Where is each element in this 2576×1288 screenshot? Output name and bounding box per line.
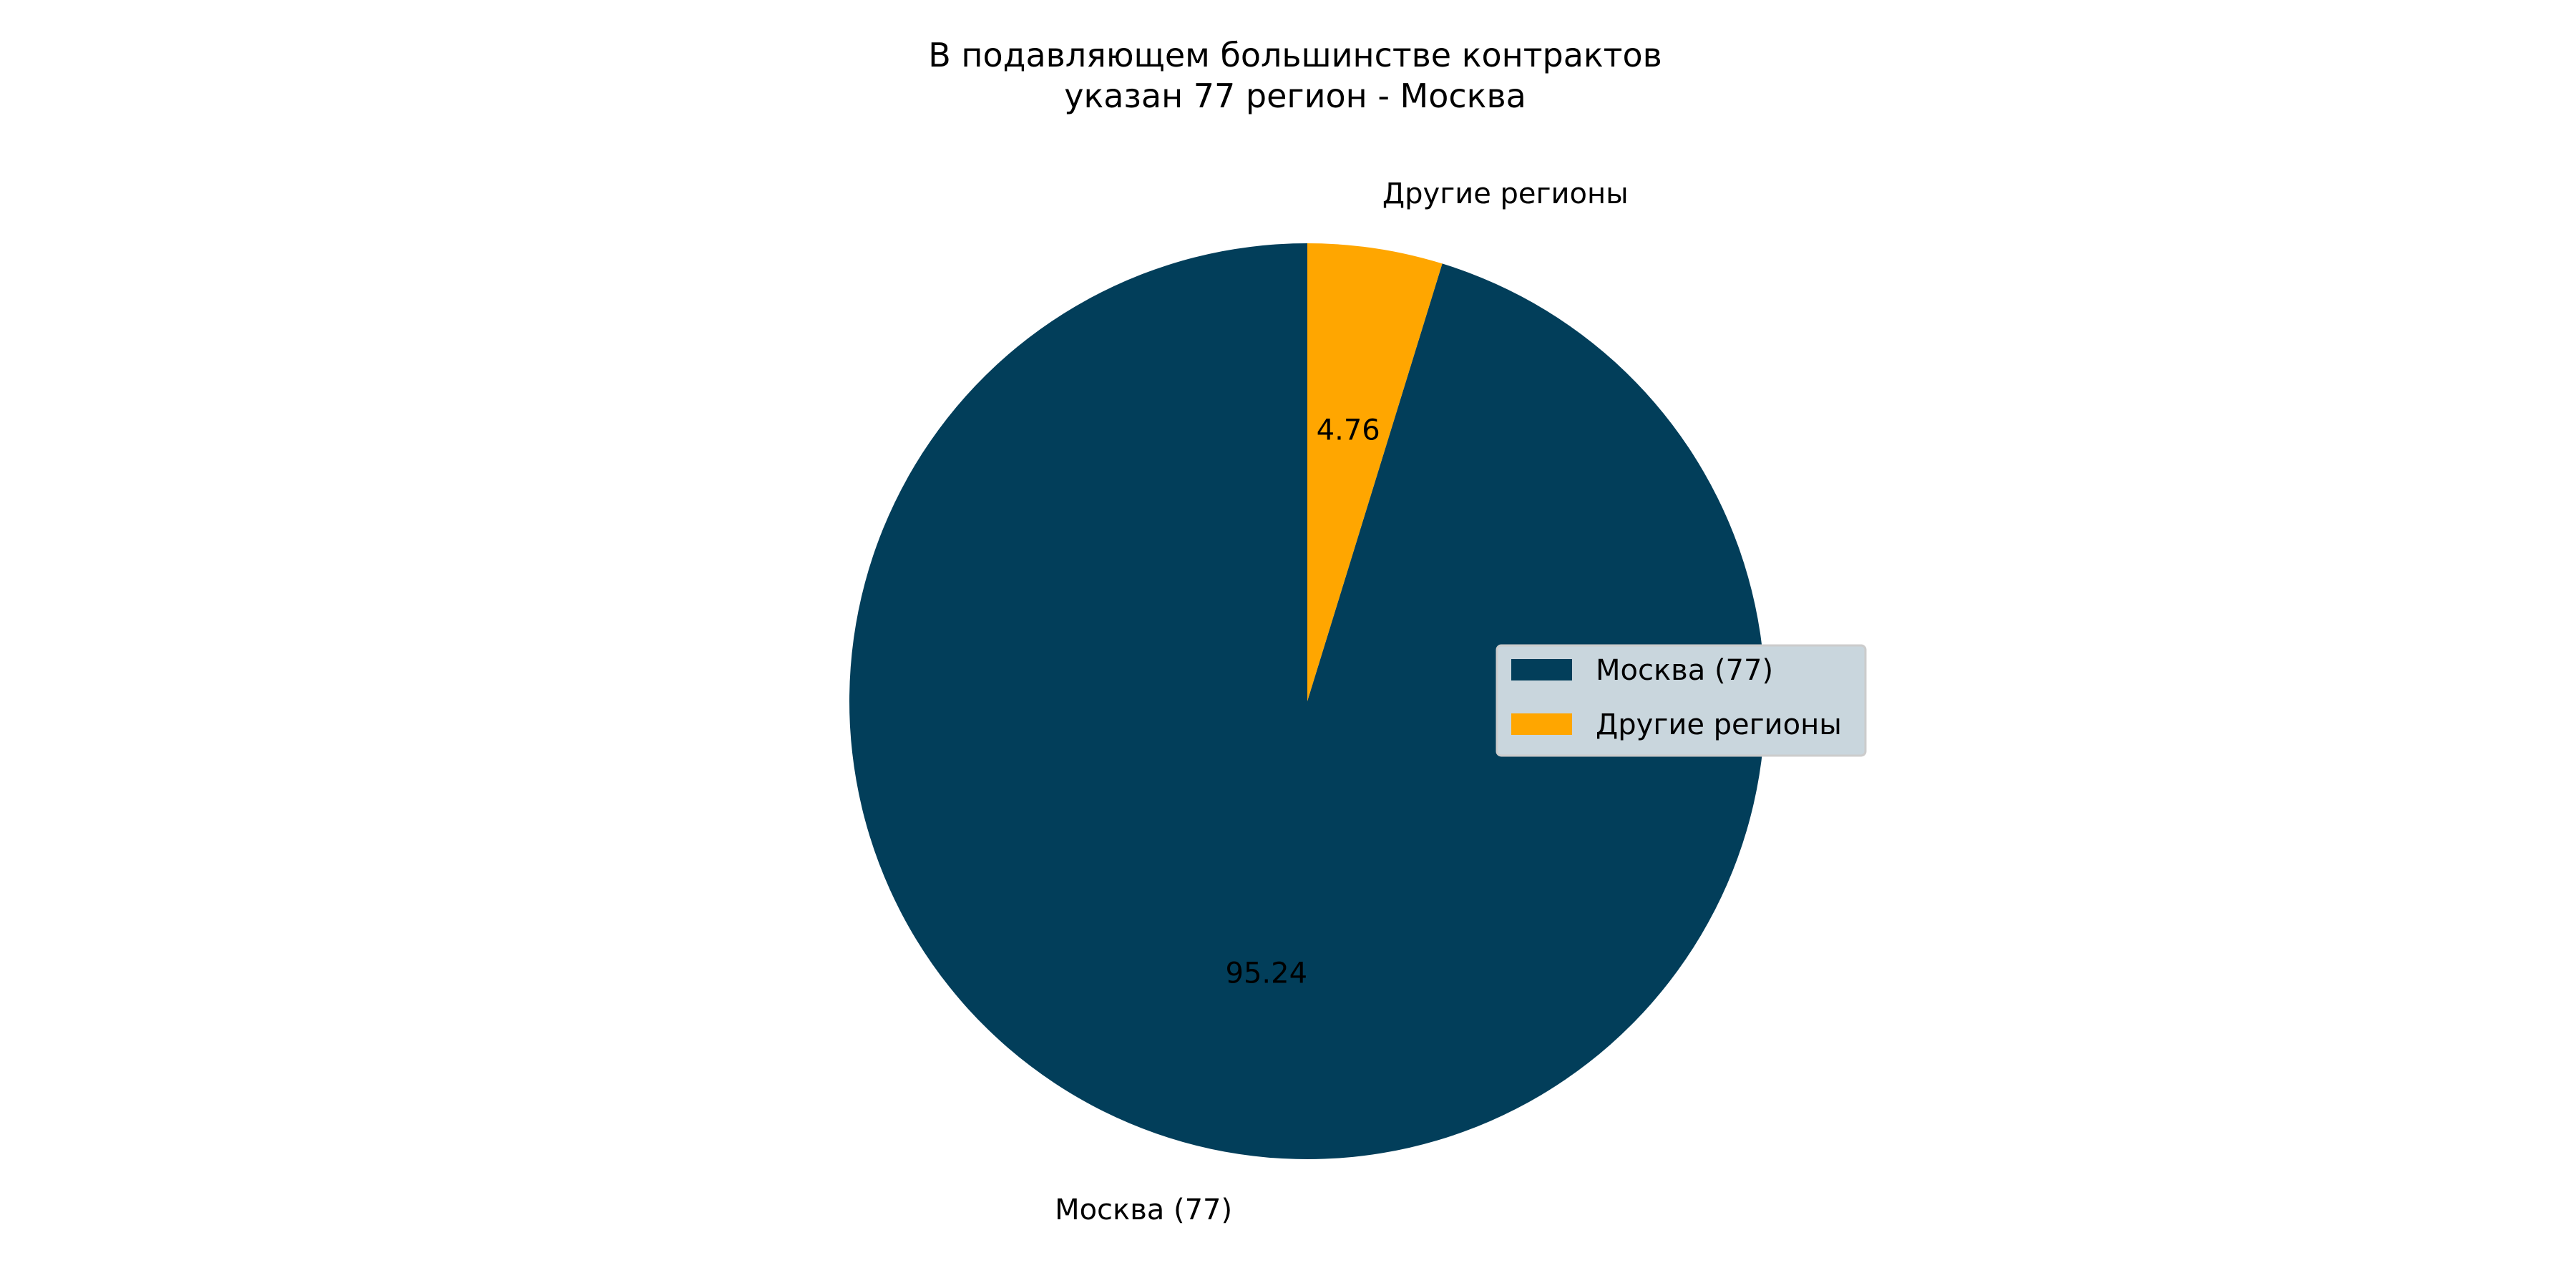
pie-slices bbox=[849, 243, 1765, 1159]
legend-swatch-other-regions bbox=[1511, 713, 1572, 735]
legend-swatch-moscow bbox=[1511, 659, 1572, 680]
pie-slice-other-regions-outer-label: Другие регионы bbox=[1382, 177, 1629, 210]
pie-value-labels: 95.24 4.76 bbox=[1226, 414, 1380, 990]
pie-slice-moscow-value-label: 95.24 bbox=[1226, 957, 1308, 990]
pie-slice-moscow-outer-label: Москва (77) bbox=[1055, 1194, 1232, 1226]
chart-title-line-2: указан 77 регион - Москва bbox=[1064, 77, 1526, 115]
legend-label-other-regions: Другие регионы bbox=[1596, 708, 1842, 741]
legend: Москва (77) Другие регионы bbox=[1496, 644, 1867, 757]
pie-slice-labels: Москва (77) Другие регионы bbox=[1055, 177, 1629, 1226]
chart-title: В подавляющем большинстве контрактов ука… bbox=[928, 36, 1662, 115]
pie-slice-other-regions bbox=[1307, 243, 1443, 701]
chart-title-line-1: В подавляющем большинстве контрактов bbox=[928, 36, 1662, 74]
pie-slice-other-regions-value-label: 4.76 bbox=[1317, 414, 1380, 447]
legend-box bbox=[1496, 644, 1867, 757]
legend-label-moscow: Москва (77) bbox=[1596, 654, 1773, 687]
